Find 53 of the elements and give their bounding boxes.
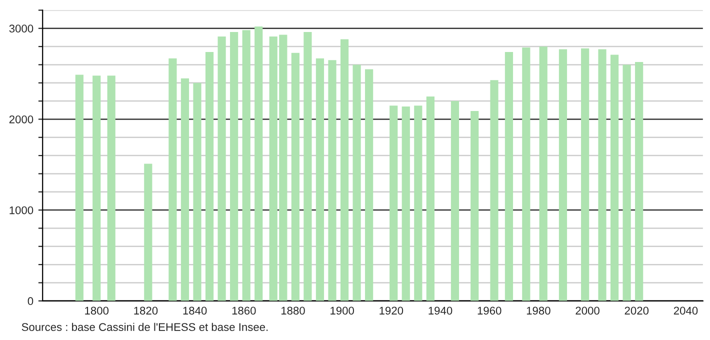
bar <box>414 106 422 301</box>
bar <box>504 52 514 301</box>
x-tick-label: 1820 <box>134 306 158 315</box>
bar <box>390 106 398 301</box>
bar <box>230 32 238 301</box>
bar <box>144 164 152 301</box>
bar <box>107 76 116 301</box>
y-tick-label: 1000 <box>10 206 34 214</box>
bar <box>304 32 312 301</box>
bar <box>254 26 263 301</box>
x-tick-label: 1880 <box>281 306 305 315</box>
x-tick-label: 1960 <box>478 306 502 315</box>
x-tick-label: 1800 <box>85 306 109 315</box>
y-tick-label: 3000 <box>9 24 34 33</box>
bar <box>242 30 250 301</box>
bar <box>610 54 619 301</box>
bar <box>426 96 434 301</box>
x-tick-label: 1840 <box>183 306 207 315</box>
x-tick-label: 1860 <box>232 306 256 315</box>
y-tick-label: 0 <box>28 297 34 306</box>
bar <box>622 64 631 301</box>
bar <box>340 39 349 301</box>
bar <box>316 58 324 301</box>
bar <box>193 82 202 301</box>
bar <box>450 101 460 301</box>
bar <box>218 36 226 301</box>
y-tick-label: 2000 <box>9 115 34 124</box>
bar <box>168 58 177 301</box>
x-tick-label: 2020 <box>624 306 649 315</box>
bar <box>490 80 498 301</box>
bar <box>558 49 568 301</box>
bar <box>75 74 84 301</box>
bar <box>291 52 300 301</box>
bar <box>635 62 644 301</box>
bar <box>92 76 101 301</box>
bar <box>328 60 336 301</box>
x-tick-label: 1940 <box>428 306 452 315</box>
bar <box>581 48 590 301</box>
bar <box>539 46 548 301</box>
x-tick-label: 1980 <box>526 306 550 315</box>
bar <box>470 111 479 301</box>
source-note: Sources : base Cassini de l'EHESS et base Insee. <box>22 322 268 332</box>
bar <box>365 69 374 301</box>
x-tick-label: 1920 <box>380 306 404 315</box>
bar <box>180 78 190 301</box>
x-tick-label: 2000 <box>576 306 600 315</box>
bar <box>522 47 530 301</box>
bar <box>402 106 410 301</box>
x-tick-label: 1900 <box>330 306 354 315</box>
bar <box>205 52 214 301</box>
x-tick-label: 2040 <box>674 306 698 315</box>
bar <box>598 49 606 301</box>
bar <box>352 64 361 301</box>
